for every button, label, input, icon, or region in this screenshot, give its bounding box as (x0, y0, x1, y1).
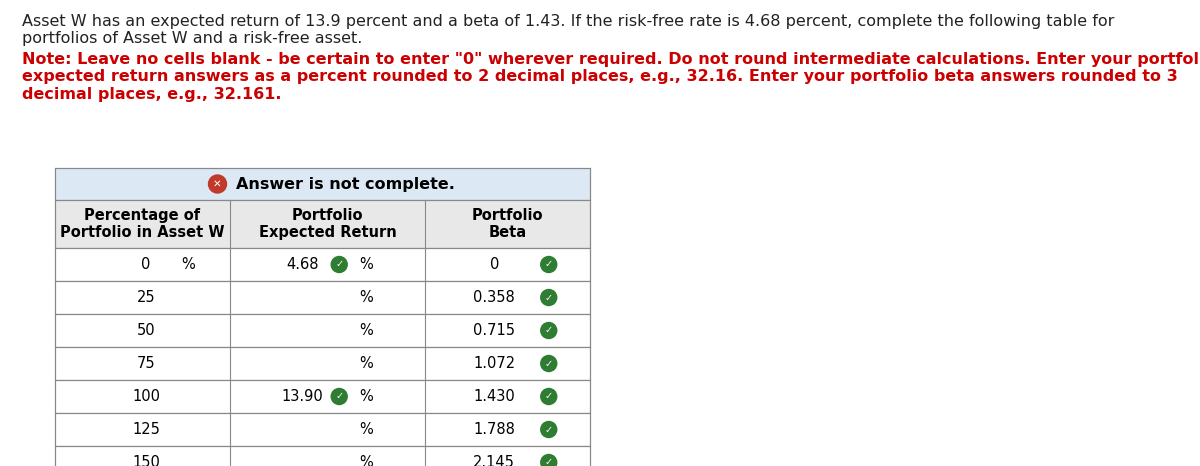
Text: %: % (360, 323, 373, 338)
Text: %: % (360, 389, 373, 404)
Text: %: % (360, 422, 373, 437)
Bar (55, 248, 590, 281)
Text: Asset W has an expected return of 13.9 percent and a beta of 1.43. If the risk-f: Asset W has an expected return of 13.9 p… (22, 14, 1115, 47)
Text: 50: 50 (137, 323, 155, 338)
Text: 1.072: 1.072 (473, 356, 515, 371)
Text: Note: Leave no cells blank - be certain to enter "0" wherever required. Do not r: Note: Leave no cells blank - be certain … (22, 52, 1200, 102)
Text: ✓: ✓ (545, 425, 553, 434)
Text: Answer is not complete.: Answer is not complete. (235, 177, 455, 192)
Text: Portfolio
Expected Return: Portfolio Expected Return (259, 208, 396, 240)
Bar (55, 380, 590, 413)
Text: 25: 25 (137, 290, 155, 305)
Circle shape (541, 422, 557, 438)
Circle shape (541, 356, 557, 371)
Text: 1.430: 1.430 (474, 389, 515, 404)
Text: 4.68: 4.68 (286, 257, 318, 272)
Bar (55, 314, 590, 347)
Text: Percentage of
Portfolio in Asset W: Percentage of Portfolio in Asset W (60, 208, 224, 240)
Text: Portfolio
Beta: Portfolio Beta (472, 208, 544, 240)
Text: ✓: ✓ (545, 260, 553, 269)
Text: ✓: ✓ (545, 358, 553, 369)
Bar (55, 281, 590, 314)
Text: ✕: ✕ (214, 179, 222, 189)
Text: 125: 125 (132, 422, 160, 437)
Text: 2.145: 2.145 (473, 455, 515, 466)
Circle shape (331, 256, 347, 273)
Text: %: % (181, 257, 194, 272)
Text: %: % (360, 455, 373, 466)
Text: 0.358: 0.358 (474, 290, 515, 305)
Circle shape (541, 454, 557, 466)
Text: 1.788: 1.788 (473, 422, 515, 437)
Circle shape (209, 175, 227, 193)
Bar (55, 347, 590, 380)
Text: ✓: ✓ (335, 260, 343, 269)
Circle shape (541, 289, 557, 306)
Bar (55, 413, 590, 446)
Text: %: % (360, 290, 373, 305)
Bar (55, 446, 590, 466)
Circle shape (541, 322, 557, 338)
Bar (55, 168, 590, 200)
Text: ✓: ✓ (545, 458, 553, 466)
Text: ✓: ✓ (545, 325, 553, 336)
Text: 0: 0 (142, 257, 151, 272)
Text: 0: 0 (490, 257, 499, 272)
Text: 13.90: 13.90 (281, 389, 323, 404)
Text: 75: 75 (137, 356, 155, 371)
Circle shape (541, 256, 557, 273)
Text: ✓: ✓ (545, 293, 553, 302)
Circle shape (331, 389, 347, 404)
Text: 150: 150 (132, 455, 160, 466)
Circle shape (541, 389, 557, 404)
Text: ✓: ✓ (545, 391, 553, 402)
Bar (55, 200, 590, 248)
Text: 0.715: 0.715 (473, 323, 515, 338)
Text: 100: 100 (132, 389, 160, 404)
Text: %: % (360, 356, 373, 371)
Text: ✓: ✓ (335, 391, 343, 402)
Text: %: % (360, 257, 373, 272)
